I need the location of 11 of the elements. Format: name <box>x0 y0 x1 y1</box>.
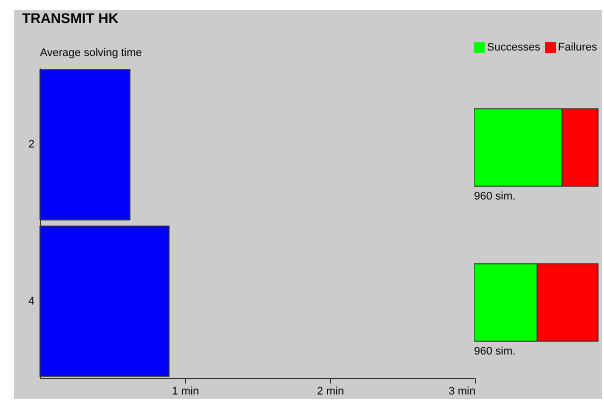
x-tick-label: 1 min <box>172 386 199 398</box>
chart-title: TRANSMIT HK <box>22 10 118 26</box>
chart-subtitle: Average solving time <box>40 47 142 59</box>
legend-label: Successes <box>487 42 541 54</box>
y-tick-label: 4 <box>28 295 34 308</box>
x-tick-label: 2 min <box>317 386 344 398</box>
legend-label: Failures <box>558 42 598 54</box>
y-tick-label: 2 <box>28 138 34 151</box>
x-tick-label: 3 min <box>448 386 476 398</box>
annotation: 960 sim. <box>474 190 516 202</box>
annotation: 960 sim. <box>474 346 516 358</box>
